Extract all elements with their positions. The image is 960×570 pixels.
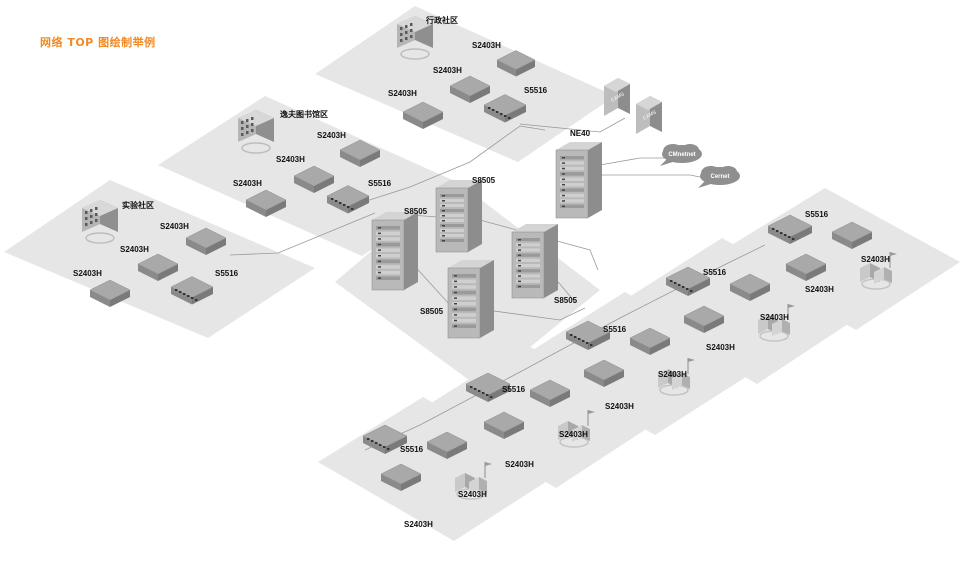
switch-admin-s5516 <box>483 94 527 123</box>
zone-admin-name: 行政社区 <box>425 15 458 25</box>
switch-lab-2 <box>137 253 179 281</box>
building-lab <box>82 200 118 244</box>
zone-library-name: 逸夫图书馆区 <box>280 109 328 119</box>
label-admin-s5516: S5516 <box>524 86 548 95</box>
label-admin-switch-2: S2403H <box>433 66 462 75</box>
dorm-block-1-switch-1 <box>831 221 873 249</box>
server-cams-1 <box>604 78 630 116</box>
dorm-block-2-switch-1 <box>729 273 771 301</box>
rack-s8505-1 <box>435 180 482 253</box>
switch-lab-s5516 <box>170 276 214 305</box>
switch-admin-1 <box>496 50 536 77</box>
devices-layer <box>82 16 897 500</box>
label-library-switch-1: S2403H <box>317 131 346 140</box>
label-admin-switch-1: S2403H <box>472 41 501 50</box>
label-dorm-block-2-switch-1: S2403H <box>760 313 789 322</box>
dorm-block-5-s5516 <box>362 424 408 454</box>
dorm-block-2-building <box>758 304 795 342</box>
label-s8505-3: S8505 <box>554 296 578 305</box>
server-cams-2 <box>636 96 662 134</box>
dorm-block-1-switch-2 <box>785 253 827 281</box>
label-dorm-block-4-switch-2: S2403H <box>505 460 534 469</box>
building-library <box>238 110 274 154</box>
dorm-block-1-s5516 <box>767 214 813 244</box>
link-admin-to-core <box>519 117 626 133</box>
dorm-block-2-switch-2 <box>683 305 725 333</box>
label-dorm-block-5-s5516: S5516 <box>400 445 424 454</box>
switch-library-3 <box>245 189 287 217</box>
labels-layer: CAMSCAMSCMnetnetCernet行政社区S2403HS2403HS2… <box>73 15 890 529</box>
rack-s8505-2 <box>371 212 418 291</box>
label-dorm-block-3-s5516: S5516 <box>603 325 627 334</box>
switch-library-s5516 <box>326 185 370 214</box>
label-dorm-block-5-switch-1: S2403H <box>458 490 487 499</box>
label-library-switch-3: S2403H <box>233 179 262 188</box>
dorm-block-5-switch-2 <box>380 463 422 491</box>
label-dorm-block-1-switch-1: S2403H <box>861 255 890 264</box>
label-s8505-2: S8505 <box>404 207 428 216</box>
label-admin-switch-3: S2403H <box>388 89 417 98</box>
router-ne40 <box>555 142 602 219</box>
label-dorm-block-3-switch-1: S2403H <box>658 370 687 379</box>
link-core-mesh-b <box>399 249 586 321</box>
dorm-block-2-s5516 <box>665 266 711 296</box>
diagram-title: 网络 TOP 图绘制举例 <box>40 36 156 49</box>
cloud-cernet <box>698 166 740 188</box>
switch-admin-3 <box>402 101 444 129</box>
label-dorm-block-4-s5516: S5516 <box>502 385 526 394</box>
label-library-s5516: S5516 <box>368 179 392 188</box>
label-lab-switch-1: S2403H <box>160 222 189 231</box>
dorm-block-4-switch-2 <box>483 411 525 439</box>
dorm-block-4-switch-1 <box>529 379 571 407</box>
label-dorm-block-2-switch-2: S2403H <box>706 343 735 352</box>
dorm-block-5-building <box>455 462 492 500</box>
dorm-block-3-building <box>658 358 695 396</box>
label-dorm-block-5-switch-2: S2403H <box>404 520 433 529</box>
dorm-block-4-s5516 <box>465 372 511 402</box>
label-dorm-block-1-s5516: S5516 <box>805 210 829 219</box>
label-dorm-block-2-s5516: S5516 <box>703 268 727 277</box>
building-admin <box>397 16 433 60</box>
cloud-cernet-label: Cernet <box>710 174 729 180</box>
label-s8505-4: S8505 <box>420 307 444 316</box>
switch-lab-1 <box>185 227 227 255</box>
rack-s8505-4 <box>447 260 494 339</box>
dorm-block-3-switch-1 <box>629 327 671 355</box>
label-dorm-block-3-switch-2: S2403H <box>605 402 634 411</box>
dorm-block-1-building <box>860 252 897 290</box>
zone-lab-name: 实验社区 <box>122 200 154 210</box>
cloud-cmnet <box>660 144 702 166</box>
dorm-block-5-switch-1 <box>426 431 468 459</box>
cloud-cmnet-label: CMnetnet <box>668 152 695 158</box>
label-lab-s5516: S5516 <box>215 269 239 278</box>
switch-library-1 <box>339 139 381 167</box>
dorm-block-3-switch-2 <box>583 359 625 387</box>
rack-s8505-3 <box>511 224 558 299</box>
link-library-to-core <box>353 125 546 206</box>
link-lab-to-core <box>229 212 376 256</box>
label-library-switch-2: S2403H <box>276 155 305 164</box>
dorm-block-4-building <box>558 410 595 448</box>
switch-admin-2 <box>449 75 491 103</box>
label-ne40: NE40 <box>570 129 591 138</box>
label-lab-switch-2: S2403H <box>120 245 149 254</box>
label-dorm-block-4-switch-1: S2403H <box>559 430 588 439</box>
label-lab-switch-3: S2403H <box>73 269 102 278</box>
switch-library-2 <box>293 165 335 193</box>
dorm-block-3-s5516 <box>565 320 611 350</box>
label-s8505-1: S8505 <box>472 176 496 185</box>
link-ne40-to-cernet <box>600 174 706 179</box>
switch-lab-3 <box>89 279 131 307</box>
label-dorm-block-1-switch-2: S2403H <box>805 285 834 294</box>
link-dorm-backbone <box>364 244 766 451</box>
